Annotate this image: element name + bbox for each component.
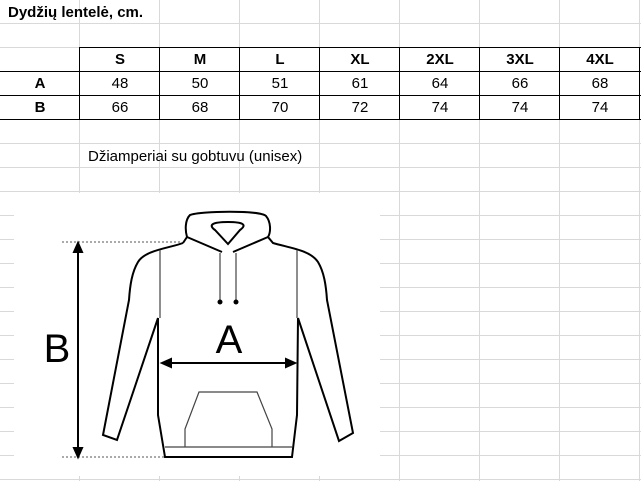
size-header[interactable]: L <box>275 51 285 68</box>
row-label[interactable]: B <box>34 99 46 116</box>
table-border <box>80 47 641 48</box>
table-border <box>239 47 240 120</box>
table-border <box>0 71 641 72</box>
row-label[interactable]: A <box>34 75 46 92</box>
diagram-background <box>14 193 380 476</box>
table-cell[interactable]: 70 <box>271 99 289 116</box>
label-b: B <box>44 327 71 371</box>
table-border <box>79 47 80 120</box>
table-cell[interactable]: 48 <box>111 75 129 92</box>
table-border <box>159 47 160 120</box>
measure-arrows <box>72 240 298 460</box>
sheet-title[interactable]: Dydžių lentelė, cm. <box>8 4 144 21</box>
table-border <box>319 47 320 120</box>
size-header[interactable]: 3XL <box>506 51 534 68</box>
table-border <box>639 47 640 120</box>
pocket <box>184 391 273 447</box>
table-cell[interactable]: 66 <box>511 75 529 92</box>
table-cell[interactable]: 74 <box>511 99 529 116</box>
table-cell[interactable]: 68 <box>191 99 209 116</box>
product-caption[interactable]: Džiamperiai su gobtuvu (unisex) <box>88 148 303 165</box>
table-cell[interactable]: 74 <box>431 99 449 116</box>
table-cell[interactable]: 66 <box>111 99 129 116</box>
table-cell[interactable]: 61 <box>351 75 369 92</box>
table-cell[interactable]: 50 <box>191 75 209 92</box>
table-cell[interactable]: 72 <box>351 99 369 116</box>
table-cell[interactable]: 68 <box>591 75 609 92</box>
table-border <box>559 47 560 120</box>
table-cell[interactable]: 51 <box>271 75 289 92</box>
table-cell[interactable]: 74 <box>591 99 609 116</box>
size-header[interactable]: XL <box>350 51 370 68</box>
label-a: A <box>216 318 243 362</box>
table-cell[interactable]: 64 <box>431 75 449 92</box>
hoodie-icon <box>101 210 355 458</box>
table-border <box>0 119 641 120</box>
size-header[interactable]: 2XL <box>426 51 454 68</box>
table-border <box>479 47 480 120</box>
table-border <box>399 47 400 120</box>
size-header[interactable]: 4XL <box>586 51 614 68</box>
size-header[interactable]: M <box>193 51 207 68</box>
table-border <box>0 95 641 96</box>
size-header[interactable]: S <box>114 51 125 68</box>
